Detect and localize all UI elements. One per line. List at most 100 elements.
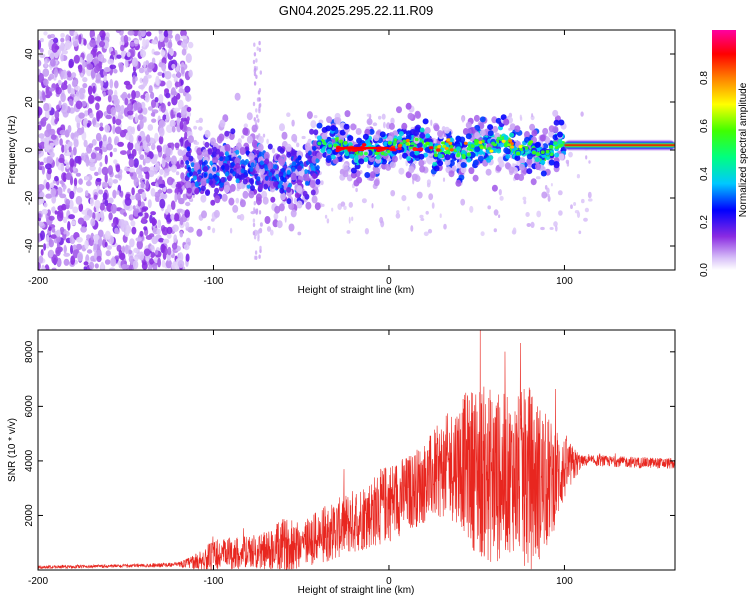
spectral-blob xyxy=(449,137,454,143)
faint-speckle xyxy=(390,117,395,125)
noise-speckle xyxy=(151,218,157,226)
spectral-blob xyxy=(542,127,549,135)
spectral-blob xyxy=(211,151,217,158)
noise-speckle xyxy=(149,258,154,265)
spectral-blob xyxy=(212,166,217,172)
noise-speckle xyxy=(141,217,147,224)
noise-speckle xyxy=(112,189,117,199)
y-tick-label: 6000 xyxy=(24,395,35,418)
faint-speckle xyxy=(207,225,211,231)
spectral-blob xyxy=(263,183,269,190)
spectral-blob xyxy=(558,153,565,161)
spectral-blob xyxy=(560,146,567,153)
streak-speckle xyxy=(255,209,258,214)
streak-speckle xyxy=(258,47,262,53)
streak-speckle xyxy=(252,222,256,228)
spectral-blob xyxy=(194,162,200,171)
noise-speckle xyxy=(81,210,89,215)
noise-speckle xyxy=(101,32,106,39)
spectral-blob xyxy=(224,171,229,177)
noise-speckle xyxy=(106,245,112,250)
noise-speckle xyxy=(103,75,107,83)
noise-speckle xyxy=(64,40,72,50)
spectral-blob xyxy=(432,161,438,167)
noise-speckle xyxy=(138,251,145,261)
noise-speckle xyxy=(112,116,116,125)
noise-speckle xyxy=(139,77,143,84)
faint-speckle xyxy=(379,165,382,170)
noise-speckle xyxy=(60,53,64,62)
spectral-blob xyxy=(242,190,249,199)
noise-speckle xyxy=(102,182,108,189)
spectral-blob xyxy=(187,166,192,172)
noise-speckle xyxy=(158,33,165,42)
spectral-blob xyxy=(385,163,392,171)
spectral-blob xyxy=(461,153,466,158)
spectral-blob xyxy=(208,173,213,179)
streak-speckle xyxy=(252,59,256,65)
faint-speckle xyxy=(583,217,588,222)
noise-speckle xyxy=(184,209,190,218)
faint-speckle xyxy=(229,227,233,234)
noise-speckle xyxy=(98,189,104,195)
noise-speckle xyxy=(124,197,132,206)
spectral-blob xyxy=(270,196,276,203)
faint-speckle xyxy=(588,198,593,202)
noise-speckle xyxy=(63,80,68,86)
spectral-blob xyxy=(389,161,396,169)
spectral-blob xyxy=(479,129,486,137)
spectral-blob xyxy=(437,153,443,159)
spectral-blob xyxy=(485,168,492,176)
noise-speckle xyxy=(85,180,92,187)
spectral-blob xyxy=(250,185,255,191)
noise-speckle xyxy=(89,197,95,207)
spectral-blob xyxy=(193,175,197,181)
spectral-blob xyxy=(391,155,398,163)
noise-speckle xyxy=(171,63,176,69)
noise-speckle xyxy=(77,251,84,262)
noise-speckle xyxy=(91,139,97,146)
faint-speckle xyxy=(372,122,378,127)
faint-speckle xyxy=(396,210,400,214)
noise-speckle xyxy=(39,38,44,43)
noise-speckle xyxy=(130,220,136,227)
noise-speckle xyxy=(176,117,181,126)
noise-speckle xyxy=(159,198,166,209)
spectral-blob xyxy=(201,210,207,219)
faint-speckle xyxy=(547,195,551,202)
spectral-blob xyxy=(355,128,362,135)
spectral-blob xyxy=(491,184,498,192)
spectral-blob xyxy=(316,122,323,129)
spectral-blob xyxy=(202,166,208,173)
faint-speckle xyxy=(487,205,492,210)
spectral-blob xyxy=(472,159,479,166)
noise-speckle xyxy=(120,94,127,99)
faint-speckle xyxy=(530,221,535,228)
spectral-blob xyxy=(398,167,405,175)
spectral-blob xyxy=(277,146,283,152)
spectral-blob xyxy=(224,143,231,152)
noise-speckle xyxy=(166,176,174,186)
noise-speckle xyxy=(38,184,45,191)
spectral-blob xyxy=(246,112,253,121)
spectral-blob xyxy=(433,153,438,157)
spectral-blob xyxy=(245,150,250,156)
faint-speckle xyxy=(293,197,298,204)
noise-speckle xyxy=(49,87,55,92)
spectral-blob xyxy=(328,144,333,148)
noise-speckle xyxy=(51,227,56,233)
noise-speckle xyxy=(179,230,184,238)
faint-speckle xyxy=(378,115,382,120)
noise-speckle xyxy=(137,212,143,217)
faint-speckle xyxy=(442,177,446,182)
noise-speckle xyxy=(112,179,119,184)
faint-speckle xyxy=(461,117,465,123)
spectral-blob xyxy=(375,154,381,160)
noise-speckle xyxy=(100,261,105,270)
noise-speckle xyxy=(131,187,135,196)
spectral-blob xyxy=(317,141,322,146)
faint-speckle xyxy=(469,205,474,213)
spectral-blob xyxy=(383,141,389,147)
spectral-blob xyxy=(353,179,360,187)
noise-speckle xyxy=(110,257,117,267)
